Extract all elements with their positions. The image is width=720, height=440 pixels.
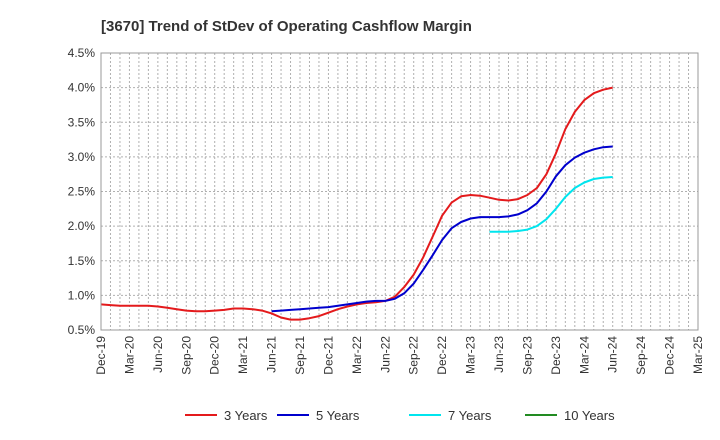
x-axis-ticks: Dec-19 Mar-20 Jun-20 Sep-20 Dec-20 Mar-21 Jun-… (94, 336, 705, 375)
y-tick-label: 0.5% (68, 323, 96, 337)
x-tick-label: Mar-25 (691, 336, 705, 374)
legend-label: 3 Years (224, 408, 268, 423)
x-tick-label: Sep-22 (407, 336, 421, 375)
y-axis-ticks: 0.5% 1.0% 1.5% 2.0% 2.5% 3.0% 3.5% 4.0% 4.5% (68, 46, 96, 337)
series-line (271, 145, 613, 313)
x-tick-label: Jun-24 (606, 336, 620, 373)
x-tick-label: Dec-22 (435, 336, 449, 375)
y-tick-label: 3.0% (68, 150, 96, 164)
series-lines (100, 86, 613, 321)
x-tick-label: Dec-20 (208, 336, 222, 375)
y-tick-label: 2.0% (68, 219, 96, 233)
y-tick-label: 1.5% (68, 254, 96, 268)
x-tick-label: Sep-20 (179, 336, 193, 375)
x-tick-label: Sep-21 (293, 336, 307, 375)
x-tick-label: Jun-20 (151, 336, 165, 373)
y-tick-label: 1.0% (68, 288, 96, 302)
x-tick-label: Dec-19 (94, 336, 108, 375)
y-tick-label: 3.5% (68, 115, 96, 129)
x-tick-label: Mar-22 (350, 336, 364, 374)
legend-label: 10 Years (564, 408, 615, 423)
x-tick-label: Sep-23 (520, 336, 534, 375)
x-tick-label: Dec-21 (321, 336, 335, 375)
x-tick-label: Jun-22 (378, 336, 392, 373)
x-tick-label: Mar-20 (122, 336, 136, 374)
x-tick-label: Jun-23 (492, 336, 506, 373)
series-line (100, 86, 613, 321)
x-tick-label: Jun-21 (265, 336, 279, 373)
chart-title: [3670] Trend of StDev of Operating Cashf… (101, 18, 472, 35)
grid (101, 53, 698, 330)
x-tick-label: Mar-24 (577, 336, 591, 374)
x-tick-label: Dec-24 (663, 336, 677, 375)
x-tick-label: Sep-24 (634, 336, 648, 375)
y-tick-label: 2.5% (68, 185, 96, 199)
legend-label: 7 Years (448, 408, 492, 423)
series-line (489, 176, 613, 233)
x-tick-label: Dec-23 (549, 336, 563, 375)
plot-area (100, 52, 699, 331)
legend: 3 Years 5 Years 7 Years 10 Years (185, 408, 615, 423)
x-tick-label: Mar-21 (236, 336, 250, 374)
y-tick-label: 4.5% (68, 46, 96, 60)
x-tick-label: Mar-23 (464, 336, 478, 374)
y-tick-label: 4.0% (68, 81, 96, 95)
legend-label: 5 Years (316, 408, 360, 423)
